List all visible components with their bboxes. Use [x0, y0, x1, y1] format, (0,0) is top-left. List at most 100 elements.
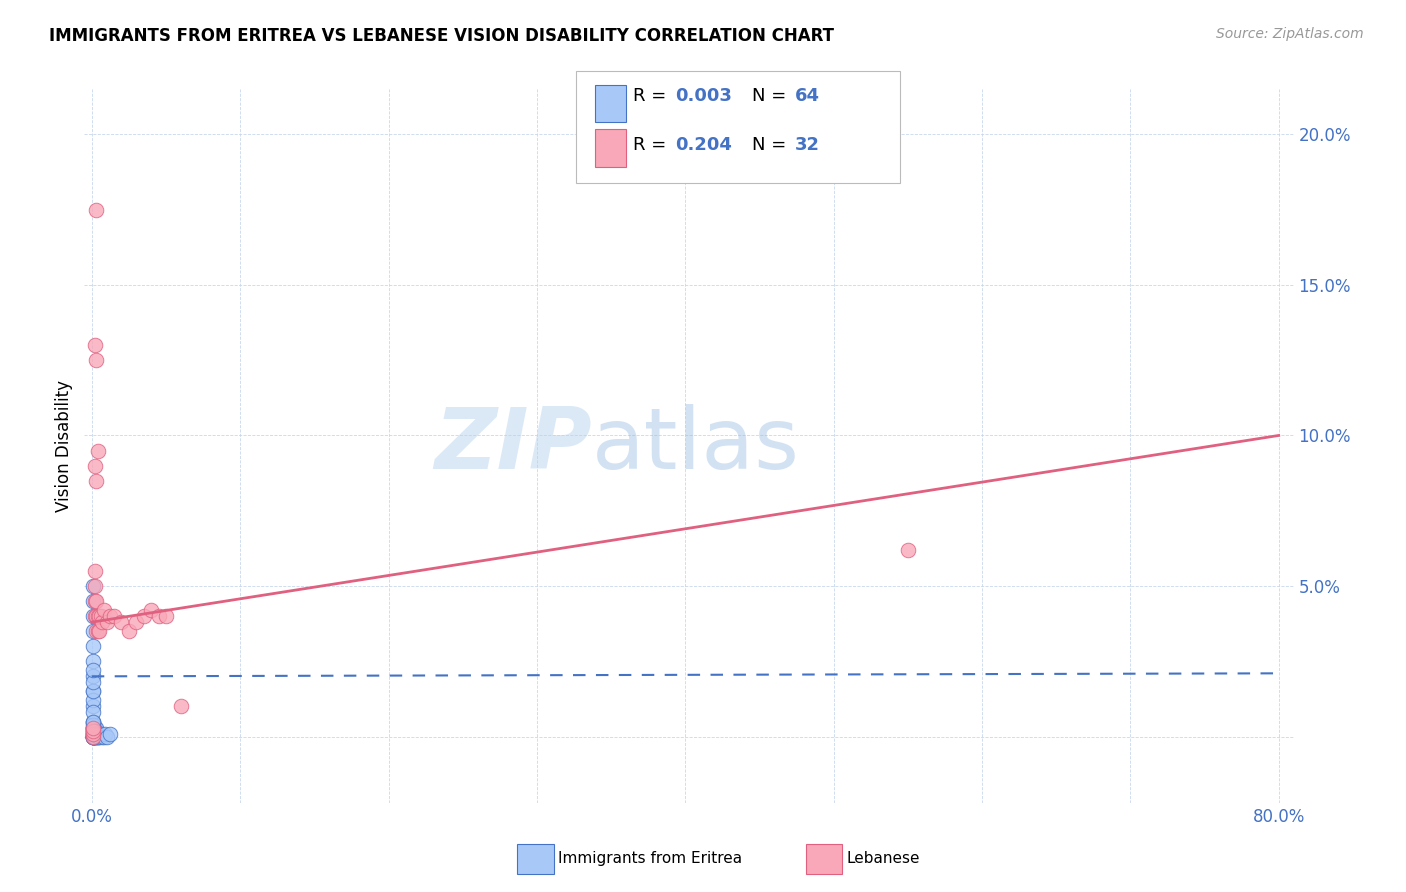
Point	[82, 579, 104, 593]
Point	[82, 663, 104, 677]
Point	[82, 721, 104, 735]
Point	[110, 615, 132, 629]
Point	[83, 726, 105, 740]
Point	[96, 615, 118, 629]
Point	[98, 726, 121, 740]
Point	[86, 730, 108, 744]
Point	[86, 624, 108, 639]
Point	[84, 202, 107, 217]
Text: 0.204: 0.204	[675, 136, 731, 153]
Point	[82, 714, 104, 729]
Point	[132, 609, 155, 624]
Point	[83, 458, 105, 473]
Point	[84, 730, 107, 744]
Point	[82, 721, 104, 735]
Point	[82, 723, 104, 738]
Point	[82, 594, 104, 608]
Point	[82, 721, 104, 735]
Point	[139, 603, 162, 617]
Text: atlas: atlas	[592, 404, 800, 488]
Text: 32: 32	[794, 136, 820, 153]
Point	[83, 609, 105, 624]
Point	[83, 721, 105, 735]
Point	[82, 721, 104, 735]
Point	[90, 726, 112, 740]
Point	[98, 609, 121, 624]
Point	[86, 443, 108, 458]
Point	[82, 723, 104, 738]
Point	[84, 353, 107, 368]
Point	[155, 609, 177, 624]
Point	[82, 723, 104, 738]
Point	[86, 609, 108, 624]
Point	[125, 615, 148, 629]
Text: ZIP: ZIP	[434, 404, 592, 488]
Text: 64: 64	[794, 87, 820, 105]
Point	[83, 730, 105, 744]
Point	[82, 717, 104, 731]
Point	[82, 726, 104, 740]
Point	[83, 730, 105, 744]
Point	[82, 730, 104, 744]
Point	[82, 730, 104, 744]
Point	[82, 675, 104, 690]
Point	[86, 726, 108, 740]
Point	[82, 624, 104, 639]
Point	[83, 723, 105, 738]
Point	[84, 730, 107, 744]
Point	[93, 730, 115, 744]
Point	[118, 624, 141, 639]
Point	[897, 542, 920, 557]
Point	[91, 730, 114, 744]
Point	[84, 609, 107, 624]
Text: N =: N =	[752, 136, 792, 153]
Point	[82, 721, 104, 735]
Point	[96, 730, 118, 744]
Point	[82, 726, 104, 740]
Point	[83, 726, 105, 740]
Point	[83, 726, 105, 740]
Point	[82, 693, 104, 707]
Point	[83, 723, 105, 738]
Point	[82, 730, 104, 744]
Point	[82, 699, 104, 714]
Point	[84, 726, 107, 740]
Point	[103, 609, 125, 624]
Point	[82, 730, 104, 744]
Point	[82, 669, 104, 683]
Point	[89, 609, 111, 624]
Point	[83, 730, 105, 744]
Point	[84, 594, 107, 608]
Text: Source: ZipAtlas.com: Source: ZipAtlas.com	[1216, 27, 1364, 41]
Point	[82, 609, 104, 624]
Point	[82, 726, 104, 740]
Text: IMMIGRANTS FROM ERITREA VS LEBANESE VISION DISABILITY CORRELATION CHART: IMMIGRANTS FROM ERITREA VS LEBANESE VISI…	[49, 27, 834, 45]
Point	[84, 624, 107, 639]
Point	[82, 730, 104, 744]
Point	[83, 730, 105, 744]
Point	[84, 726, 107, 740]
Point	[94, 726, 117, 740]
Y-axis label: Vision Disability: Vision Disability	[55, 380, 73, 512]
Point	[83, 579, 105, 593]
Point	[89, 624, 111, 639]
Point	[84, 723, 107, 738]
Point	[82, 684, 104, 698]
Point	[83, 594, 105, 608]
Point	[82, 654, 104, 668]
Point	[82, 730, 104, 744]
Point	[93, 603, 115, 617]
Text: R =: R =	[633, 136, 672, 153]
Point	[82, 639, 104, 653]
Point	[82, 714, 104, 729]
Point	[82, 684, 104, 698]
Text: R =: R =	[633, 87, 672, 105]
Point	[90, 609, 112, 624]
Text: Immigrants from Eritrea: Immigrants from Eritrea	[558, 852, 742, 866]
Point	[82, 730, 104, 744]
Point	[82, 723, 104, 738]
Point	[82, 714, 104, 729]
Text: Lebanese: Lebanese	[846, 852, 920, 866]
Point	[91, 615, 114, 629]
Point	[86, 730, 108, 744]
